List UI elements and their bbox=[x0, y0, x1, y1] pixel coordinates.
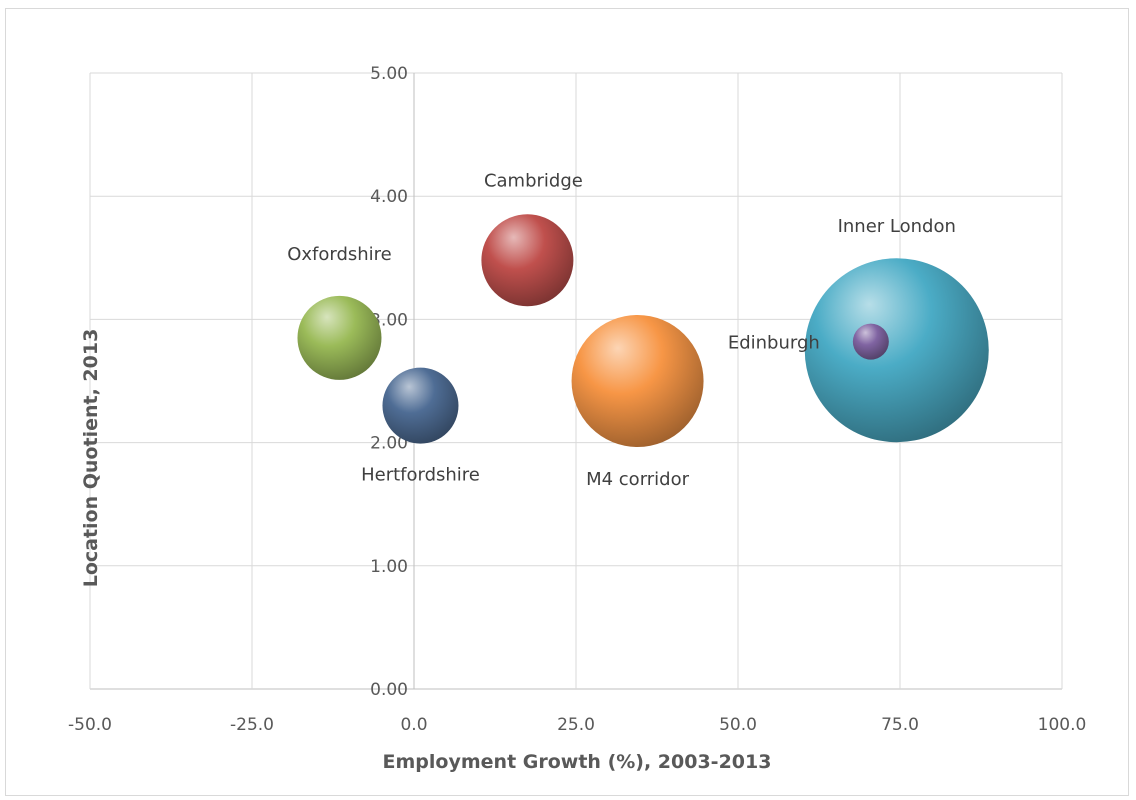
y-axis-title: Location Quotient, 2013 bbox=[80, 329, 102, 588]
x-tick-label: 50.0 bbox=[719, 715, 757, 735]
y-tick-label: 0.00 bbox=[370, 680, 408, 700]
bubble-hertfordshire bbox=[382, 367, 459, 444]
bubble-label-m4-corridor: M4 corridor bbox=[586, 469, 690, 490]
bubbles bbox=[297, 214, 989, 447]
bubble-labels: Oxfordshire Hertfordshire Cambridge M4 corr… bbox=[287, 170, 956, 490]
y-tick-label: 1.00 bbox=[370, 557, 408, 577]
bubble-cambridge bbox=[481, 214, 574, 307]
bubble-label-hertfordshire: Hertfordshire bbox=[361, 465, 480, 486]
y-tick-label: 2.00 bbox=[370, 434, 408, 454]
x-tick-label: 75.0 bbox=[881, 715, 919, 735]
bubble-m4-corridor bbox=[571, 315, 704, 447]
y-tick-label: 3.00 bbox=[370, 310, 408, 330]
x-tick-label: 0.0 bbox=[400, 715, 427, 735]
x-tick-label: -25.0 bbox=[230, 715, 274, 735]
y-tick-label: 5.00 bbox=[370, 64, 408, 84]
bubble-label-oxfordshire: Oxfordshire bbox=[287, 244, 392, 265]
y-tick-label: 4.00 bbox=[370, 187, 408, 207]
bubble-inner-london bbox=[804, 258, 989, 443]
bubble-oxfordshire bbox=[297, 295, 382, 380]
tick-labels: 0.00 1.00 2.00 3.00 4.00 5.00 -50.0 -25.0 0.0 25.… bbox=[68, 64, 1086, 735]
x-tick-label: 25.0 bbox=[557, 715, 595, 735]
bubble-label-cambridge: Cambridge bbox=[484, 170, 583, 191]
x-tick-label: 100.0 bbox=[1038, 715, 1087, 735]
x-axis-title: Employment Growth (%), 2003-2013 bbox=[383, 751, 772, 773]
x-tick-label: -50.0 bbox=[68, 715, 112, 735]
bubble-edinburgh bbox=[852, 323, 889, 360]
bubble-label-edinburgh: Edinburgh bbox=[728, 333, 820, 354]
bubble-label-inner-london: Inner London bbox=[838, 216, 956, 237]
